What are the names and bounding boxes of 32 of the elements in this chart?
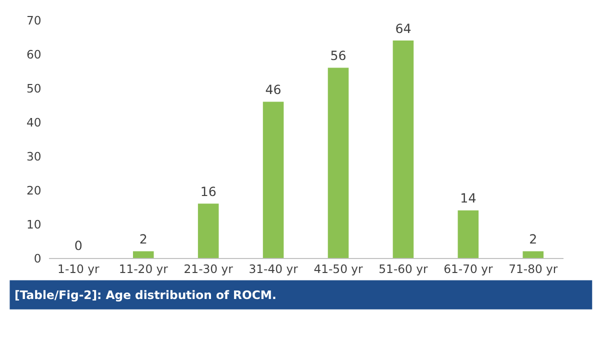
y-tick-label: 60 [26,48,42,62]
data-label: 46 [265,82,282,97]
data-label: 64 [395,20,412,36]
x-tick-label: 21-30 yr [184,262,234,276]
y-tick-label: 40 [26,115,42,130]
x-tick-label: 61-70 yr [444,262,493,276]
data-label: 2 [139,231,148,246]
y-tick-label: 0 [34,251,42,266]
bar [132,251,154,258]
x-tick-label: 11-20 yr [118,262,168,276]
x-tick-label: 51-60 yr [378,262,428,276]
bar [458,210,479,258]
data-label: 14 [460,190,476,206]
data-label: 56 [330,48,346,63]
y-tick-label: 70 [26,14,42,28]
x-tick-label: 71-80 yr [508,262,558,276]
x-tick-label: 41-50 yr [314,262,364,276]
bar [522,251,544,258]
bar [198,204,219,258]
y-tick-label: 20 [26,183,42,198]
bar [392,40,414,258]
data-label: 16 [200,184,216,199]
bar [262,102,284,258]
bar [328,68,349,258]
text: [Table/Fig-2]: Age distribution of ROCM. [14,288,276,302]
y-tick-label: 30 [26,149,42,164]
x-tick-label: 31-40 yr [248,262,298,276]
y-tick-label: 10 [26,217,42,232]
data-label: 2 [529,231,538,246]
x-tick-label: 1-10 yr [58,262,100,276]
data-label: 0 [74,238,82,254]
y-tick-label: 50 [26,81,42,96]
